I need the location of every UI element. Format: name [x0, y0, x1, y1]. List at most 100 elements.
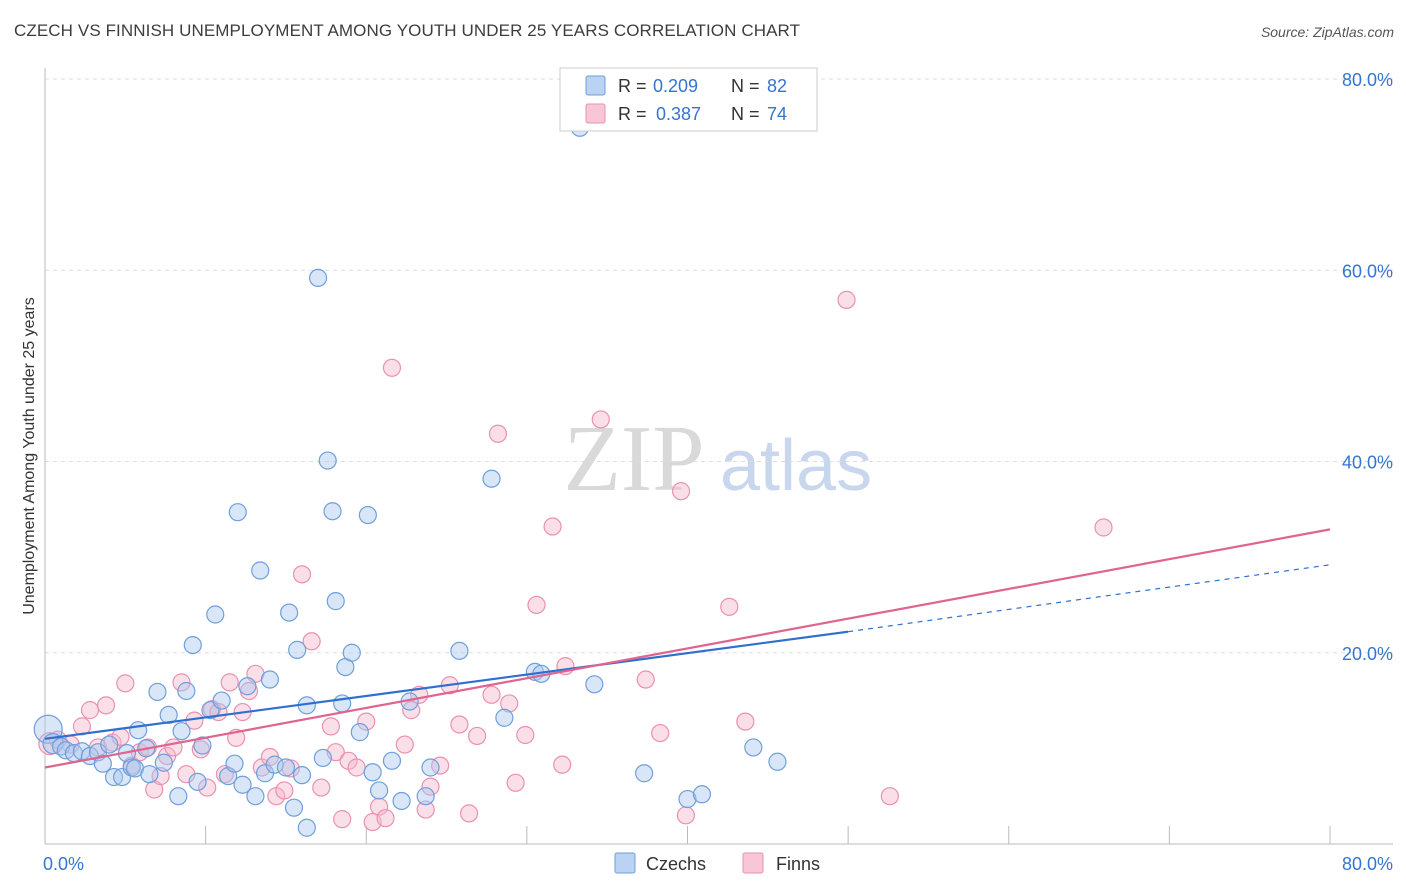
y-axis-label: Unemployment Among Youth under 25 years: [21, 297, 38, 615]
finns-point: [416, 800, 435, 819]
czechs-point: [635, 764, 654, 783]
finns-point: [488, 424, 508, 443]
bottom-legend-swatch-czechs[interactable]: [614, 852, 636, 874]
czechs-point: [482, 469, 501, 488]
finns-point: [467, 726, 487, 746]
finns-point: [370, 797, 389, 816]
czechs-point: [33, 714, 63, 744]
legend-n-value-finns: 74: [767, 104, 787, 124]
y-tick-label: 80.0%: [1342, 70, 1393, 90]
finns-point: [676, 806, 695, 825]
finns-point: [591, 410, 610, 429]
legend-r-value-finns: 0.387: [656, 104, 701, 124]
czechs-point: [342, 643, 361, 662]
finns-point: [292, 565, 312, 584]
legend: R = 0.209 N = 82 R = 0.387 N = 74: [559, 67, 818, 132]
axes: [44, 68, 1393, 845]
finns-point: [376, 809, 395, 828]
x-ticks: [205, 826, 1331, 844]
czechs-point: [129, 721, 148, 740]
source-label: Source: ZipAtlas.com: [1260, 24, 1394, 40]
czechs-point: [284, 798, 304, 817]
finns-point: [459, 804, 479, 823]
legend-r-label-czechs: R =: [618, 76, 647, 96]
y-tick-labels: 20.0% 40.0% 60.0% 80.0%: [1342, 70, 1393, 664]
czechs-point: [276, 758, 296, 777]
finns-point: [275, 781, 294, 800]
czechs-point: [140, 765, 159, 784]
czechs-point: [358, 505, 377, 525]
czechs-point: [585, 675, 604, 694]
czechs-point: [382, 751, 402, 770]
finns-point: [636, 670, 655, 689]
legend-swatch-czechs: [585, 75, 606, 96]
finns-point: [651, 723, 670, 743]
czechs-point: [678, 789, 697, 809]
czechs-point: [313, 748, 332, 768]
finns-point: [395, 735, 414, 754]
bottom-legend-label-czechs[interactable]: Czechs: [646, 854, 706, 874]
finns-point: [500, 694, 519, 713]
finns-point: [302, 632, 321, 651]
finns-point: [151, 767, 170, 786]
czechs-point: [280, 603, 299, 622]
legend-swatch-finns: [585, 103, 606, 124]
czechs-point: [112, 767, 132, 787]
czechs-point: [326, 592, 345, 611]
czechs-point: [260, 670, 279, 689]
finns-point: [172, 673, 191, 692]
czechs-point: [251, 561, 270, 580]
czechs-point: [318, 451, 337, 470]
czechs-point: [193, 736, 212, 755]
finns-point: [553, 755, 572, 774]
legend-r-value-czechs: 0.209: [653, 76, 698, 96]
bottom-legend-swatch-finns[interactable]: [742, 852, 764, 874]
czechs-point: [744, 738, 763, 757]
finns-point: [357, 712, 376, 731]
czechs-point: [292, 766, 312, 785]
chart-title: CZECH VS FINNISH UNEMPLOYMENT AMONG YOUT…: [14, 21, 801, 40]
y-tick-label: 60.0%: [1342, 261, 1393, 281]
finns-point: [312, 778, 331, 797]
finns-point: [382, 358, 402, 377]
finns-points: [38, 290, 1113, 832]
finns-point: [482, 685, 501, 704]
finns-point: [880, 787, 899, 806]
finns-point: [198, 778, 217, 797]
bottom-legend-label-finns[interactable]: Finns: [776, 854, 820, 874]
finns-point: [421, 777, 440, 796]
czechs-point: [350, 723, 369, 742]
finns-point: [506, 773, 525, 792]
finns-point: [80, 701, 100, 720]
finns-point: [1094, 518, 1113, 537]
czechs-point: [154, 753, 173, 772]
czechs-point: [495, 708, 514, 727]
czechs-point: [308, 268, 328, 287]
legend-n-label-czechs: N =: [731, 76, 760, 96]
y-tick-label: 20.0%: [1342, 644, 1393, 664]
czechs-point: [206, 605, 225, 624]
finns-point: [333, 810, 352, 829]
finns-point: [543, 517, 562, 536]
czechs-point: [238, 677, 257, 696]
finns-point: [347, 758, 366, 777]
finns-point: [96, 696, 116, 715]
legend-n-value-czechs: 82: [767, 76, 787, 96]
czechs-point: [692, 785, 712, 804]
finns-point: [837, 290, 856, 309]
czechs-point: [233, 775, 252, 794]
czechs-point: [392, 791, 411, 811]
czechs-point: [288, 640, 307, 659]
czechs-point: [363, 763, 382, 782]
czechs-point: [323, 502, 342, 521]
finns-trend-line: [44, 528, 1331, 769]
czechs-point: [450, 641, 469, 660]
czechs-point: [370, 781, 389, 800]
x-tick-label: 80.0%: [1342, 854, 1393, 874]
czechs-point: [188, 772, 207, 791]
czechs-points: [33, 118, 787, 837]
czechs-point: [297, 818, 316, 837]
finns-point: [527, 595, 546, 615]
finns-point: [736, 712, 755, 731]
